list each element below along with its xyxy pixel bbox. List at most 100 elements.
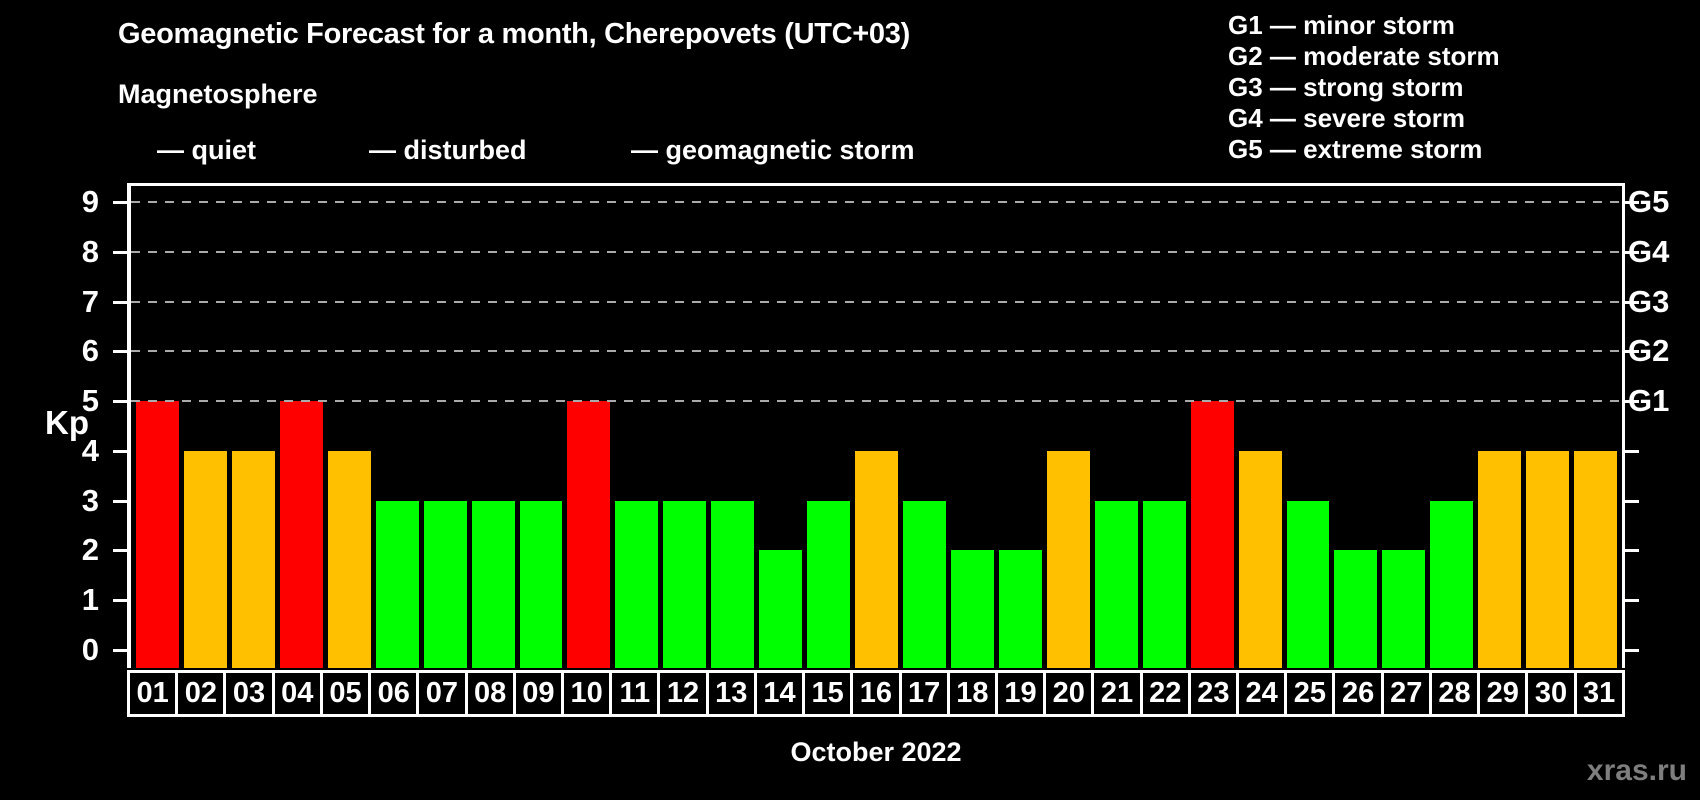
bar-day-05 [327,451,371,668]
gridline-kp8 [131,250,1622,253]
bar-day-01 [136,401,179,668]
day-label-29: 29 [1477,670,1529,717]
y-tick-right-4 [1625,449,1639,453]
bar-day-02 [183,451,227,668]
y-tick-left-3 [113,499,127,503]
y-tick-label-2: 2 [81,532,99,568]
g-legend-line-g4: G4 — severe storm [1228,103,1466,133]
y-tick-label-3: 3 [81,482,99,518]
bar-day-25 [1286,501,1330,668]
storm-color-swatch [592,131,616,169]
day-label-11: 11 [609,670,661,717]
legend-item-disturbed: — disturbed [330,130,527,170]
day-label-08: 08 [464,670,516,717]
gridline-kp9 [131,200,1622,203]
y-tick-left-0 [113,649,127,652]
day-labels: 01 02 03 04 05 06 07 08 09 10 11 12 13 14 15 16 17 18 19 20… [127,670,1625,717]
y-tick-left-8 [113,250,127,254]
magnetosphere-label: Magnetosphere [118,79,318,109]
bar-day-07 [423,501,467,668]
disturbed-color-swatch [330,131,354,169]
y-tick-right-9 [1625,200,1639,204]
y-tick-left-4 [113,449,127,453]
bar-day-06 [375,501,419,668]
bar-day-09 [519,501,563,668]
g-scale-legend: G1 — minor storm G2 — moderate storm G3 … [1228,10,1500,165]
day-label-15: 15 [802,670,854,717]
day-label-21: 21 [1091,670,1143,717]
bar-day-12 [663,501,707,668]
day-label-12: 12 [657,670,709,717]
y-tick-label-8: 8 [81,233,99,269]
bar-day-20 [1046,451,1090,668]
y-tick-right-5 [1625,400,1639,404]
y-tick-right-0 [1625,649,1639,652]
gridline-kp5 [131,400,1622,403]
gridline-kp7 [131,300,1622,303]
y-tick-label-5: 5 [81,383,99,419]
day-label-14: 14 [753,670,806,717]
bar-day-11 [615,501,659,668]
y-tick-right-6 [1625,350,1639,354]
day-label-28: 28 [1428,670,1481,717]
g-legend-line-g5: G5 — extreme storm [1228,134,1483,164]
legend-item-quiet: — quiet [118,130,256,170]
legend-quiet-label: — quiet [157,134,256,165]
plot-area: Kp G1 G2 G3 G4 G5 0 1 2 3 4 5 6 7 8 9 [45,183,1669,668]
y-tick-label-6: 6 [81,333,99,369]
bar-day-22 [1142,501,1186,668]
y-tick-label-0: 0 [81,632,99,667]
bar-day-27 [1382,550,1426,668]
y-tick-left-1 [113,599,127,603]
bar-day-19 [998,550,1042,668]
bar-day-24 [1238,451,1282,668]
day-label-17: 17 [898,670,950,717]
bar-day-14 [759,550,803,668]
y-tick-right-7 [1625,300,1639,304]
gridline-kp6 [131,350,1622,353]
day-label-07: 07 [416,670,468,717]
day-label-23: 23 [1187,670,1240,717]
bar-day-16 [855,451,898,668]
bar-day-08 [471,501,515,668]
bar-day-15 [807,501,851,668]
legend-storm-label: — geomagnetic storm [631,134,915,165]
day-label-01: 01 [127,670,179,717]
y-tick-label-4: 4 [81,432,99,468]
day-label-09: 09 [512,670,564,717]
day-label-30: 30 [1525,670,1577,717]
bar-day-31 [1574,451,1618,668]
day-label-06: 06 [368,670,420,717]
bar-day-29 [1478,451,1522,668]
chart-title: Geomagnetic Forecast for a month, Cherep… [118,18,910,50]
bar-day-21 [1094,501,1138,668]
bar-day-04 [279,401,323,668]
bar-day-03 [231,451,275,668]
g-legend-line-g3: G3 — strong storm [1228,72,1464,102]
day-label-03: 03 [223,670,275,717]
g-legend-line-g2: G2 — moderate storm [1228,41,1500,71]
y-axis-title: Kp [45,404,89,441]
y-tick-label-7: 7 [81,283,99,319]
x-axis-title: October 2022 [790,737,962,767]
day-label-31: 31 [1573,670,1625,717]
day-label-26: 26 [1332,670,1384,717]
day-label-27: 27 [1380,670,1432,717]
bar-day-26 [1334,550,1378,668]
bar-day-17 [903,501,946,668]
day-label-04: 04 [271,670,323,717]
y-tick-right-3 [1625,499,1639,503]
quiet-color-swatch [118,131,142,169]
bar-day-13 [711,501,755,668]
day-label-05: 05 [319,670,372,717]
day-label-16: 16 [850,670,902,717]
bars [131,186,1622,668]
bar-day-28 [1430,501,1474,668]
y-tick-left-9 [113,200,127,204]
day-label-02: 02 [175,670,227,717]
y-tick-right-8 [1625,250,1639,254]
legend-item-storm: — geomagnetic storm [592,130,915,170]
y-tick-label-1: 1 [81,582,99,618]
day-label-19: 19 [994,670,1047,717]
